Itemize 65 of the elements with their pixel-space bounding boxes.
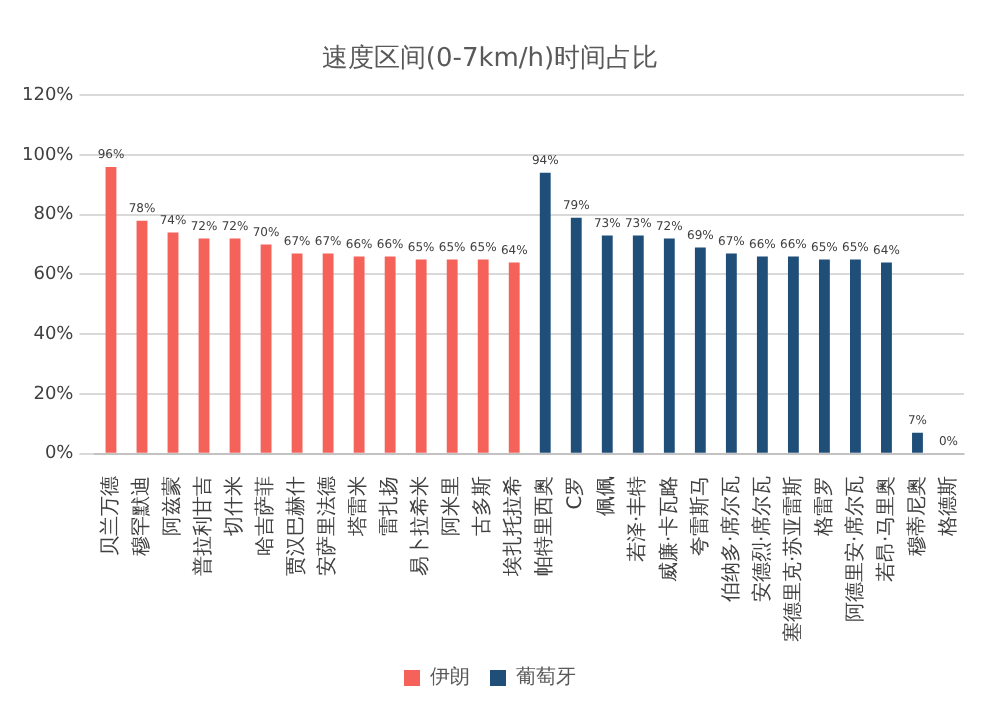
bar [632,235,644,453]
bar [415,259,427,453]
bar [725,253,737,453]
y-tick-label: 120% [21,85,75,106]
bar [384,256,396,453]
x-tick-label: 安萨里法德 [315,475,340,576]
bar [850,259,861,453]
bar [601,235,613,453]
bar [105,166,117,453]
legend-label: 葡萄牙 [516,665,576,690]
bar [229,238,241,453]
x-tick-label: 哈吉萨菲 [253,475,278,556]
x-tick-label: 阿德里安·席尔瓦 [842,475,867,623]
x-tick-label: 安德烈·席尔瓦 [749,475,774,603]
x-tick-label: 贝兰万德 [98,475,123,556]
x-tick-label: 塔雷米 [346,475,371,538]
legend-label: 伊朗 [430,665,470,690]
bar [260,244,272,453]
bar [539,172,551,453]
x-tick-label: 切什米 [222,475,247,536]
x-tick-label: 威廉·卡瓦略 [656,475,681,583]
x-tick-label: 若泽·丰特 [625,475,650,563]
bar [756,256,768,453]
y-tick-label: 0% [44,444,75,465]
bar [291,253,303,453]
x-tick-label: 阿米里 [439,475,464,536]
y-tick-label: 100% [21,145,75,166]
x-tick-label: 穆蒂尼奥 [904,475,929,556]
x-tick-label: 埃扎托拉希 [501,475,526,578]
x-tick-label: 雷扎扬 [377,475,402,536]
bar [353,256,365,453]
x-tick-label: 帕特里西奥 [532,475,557,576]
x-tick-label: 古多斯 [470,475,495,536]
y-tick-label: 40% [33,324,75,345]
x-tick-label: 格德斯 [935,475,960,538]
bar [167,232,179,453]
bar [508,262,520,453]
x-tick-label: 若昂·马里奥 [873,475,898,583]
chart-title: 速度区间(0-7km/h)时间占比 [321,42,659,75]
bar [818,259,830,453]
x-tick-label: C罗 [565,475,588,510]
y-tick-label: 80% [33,205,75,226]
bar [570,217,582,453]
x-tick-label: 穆罕默迪 [129,475,154,556]
x-tick-label: 塞德里克·苏亚雷斯 [780,475,805,643]
bar [881,262,892,453]
bar [694,247,706,453]
x-tick-label: 阿兹蒙 [160,475,185,536]
bar [198,238,210,453]
bar [446,259,458,453]
x-tick-label: 伯纳多·席尔瓦 [718,475,743,603]
x-tick-label: 贾汉巴赫什 [284,475,309,576]
y-tick-label: 20% [33,384,75,405]
x-tick-label: 夸雷斯马 [687,475,712,556]
bar [787,256,799,453]
x-tick-label: 易卜拉希米 [408,475,433,576]
x-tick-label: 格雷罗 [811,475,836,538]
bar [136,220,148,453]
bar [912,432,923,453]
bar [663,238,675,453]
bar [477,259,489,453]
x-tick-label: 普拉利甘吉 [191,475,216,576]
y-tick-label: 60% [33,265,75,286]
x-tick-label: 佩佩 [596,475,619,516]
bar [322,253,334,453]
